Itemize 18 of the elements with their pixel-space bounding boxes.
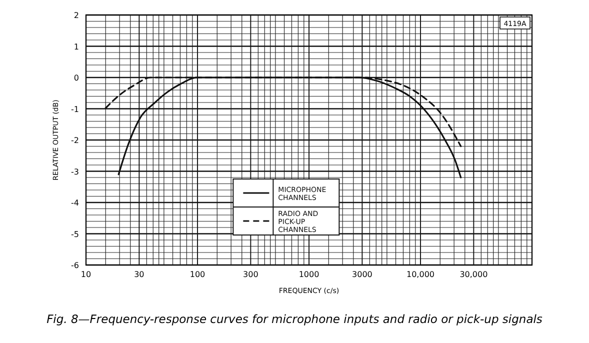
y-tick-label: -5 — [71, 230, 79, 239]
y-tick-label: -4 — [71, 198, 79, 208]
x-tick-label: 30 — [134, 270, 144, 279]
x-tick-label: 10 — [80, 270, 92, 279]
x-tick-label: 1000 — [298, 270, 320, 279]
x-tick-label: 100 — [190, 270, 206, 279]
x-tick-label: 30,000 — [460, 270, 488, 279]
x-tick-label: 300 — [243, 270, 258, 279]
y-tick-label: -3 — [71, 167, 79, 176]
x-tick-label: 3000 — [352, 270, 372, 279]
y-tick-label: 1 — [74, 42, 79, 52]
y-tick-label: 2 — [74, 11, 79, 20]
y-tick-label: -6 — [71, 261, 79, 270]
y-tick-label: -1 — [71, 104, 79, 114]
y-tick-label: 0 — [74, 74, 79, 82]
x-tick-label: 10,000 — [406, 270, 434, 279]
y-tick-label: -2 — [71, 136, 79, 145]
text: Fig. 8—Frequency-response curves for microphone inputs and radio or pick-up signals — [46, 312, 542, 326]
